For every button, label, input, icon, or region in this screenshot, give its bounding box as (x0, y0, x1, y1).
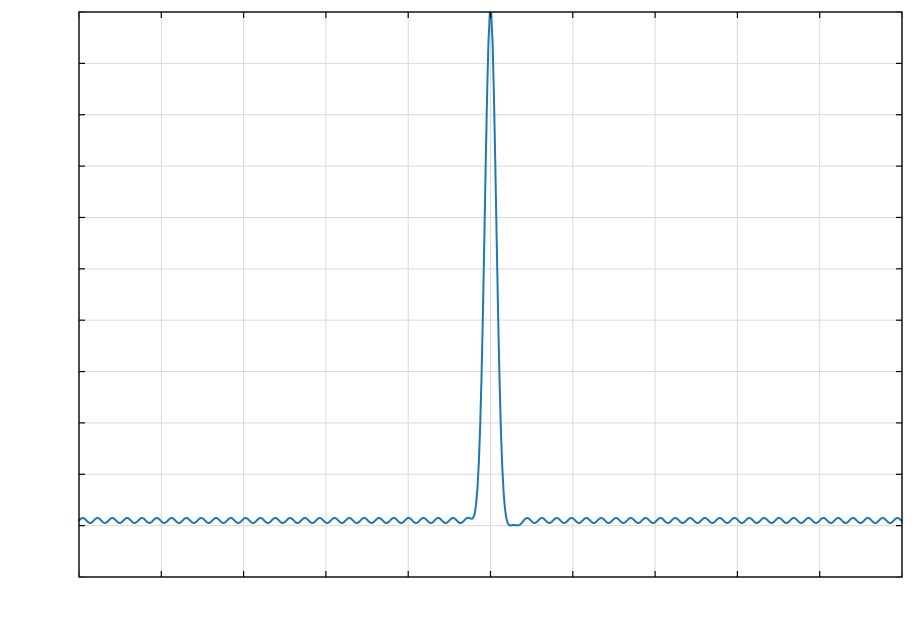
chart-svg (0, 0, 919, 623)
line-chart (0, 0, 919, 623)
